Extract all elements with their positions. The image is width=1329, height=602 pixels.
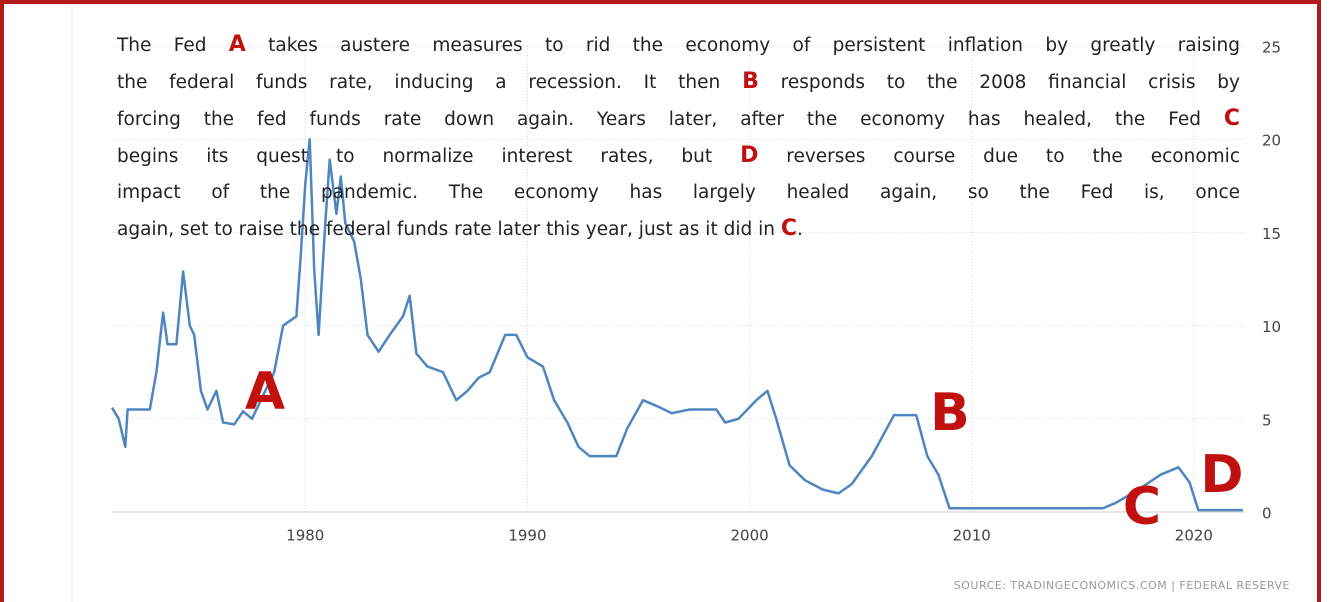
caption-line: impact of the pandemic. The economy has … [117,175,1240,211]
caption-text: the federal funds rate, inducing a reces… [117,72,743,93]
source: SOURCE: TRADINGECONOMICS.COM | FEDERAL R… [954,579,1290,592]
chart-letter: B [930,383,970,443]
caption-line: again, set to raise the federal funds ra… [117,211,1240,248]
caption-text: The Fed [117,35,229,56]
caption-text: takes austere measures to rid the econom… [245,35,1240,56]
chart-letter: A [245,362,285,422]
y-tick-label: 0 [1262,505,1272,523]
caption-text: responds to the 2008 financial crisis by [758,72,1240,93]
caption-text: again, set to raise the federal funds ra… [117,219,781,240]
caption-marker: B [742,69,759,94]
caption-marker: C [780,216,797,241]
y-tick-label: 10 [1262,318,1281,336]
caption-line: The Fed A takes austere measures to rid … [117,27,1240,64]
caption-marker: A [228,32,246,57]
caption-text: forcing the fed funds rate down again. Y… [117,109,1224,130]
x-tick-label: 1990 [508,527,546,545]
line [110,137,1243,512]
x-tick-label: 2020 [1175,527,1213,545]
x-tick-label: 2010 [953,527,991,545]
caption: The Fed A takes austere measures to rid … [117,27,1240,248]
caption-marker: D [740,143,759,168]
y-tick-label: 5 [1262,411,1272,429]
caption-line: forcing the fed funds rate down again. Y… [117,101,1240,138]
caption-marker: C [1223,106,1240,131]
chart-letter: D [1200,445,1243,505]
caption-line: the federal funds rate, inducing a reces… [117,64,1240,101]
x-tick-label: 2000 [730,527,768,545]
y-tick-label: 20 [1262,132,1281,150]
caption-text: begins its quest to normalize interest r… [117,146,741,167]
y-tick-label: 25 [1262,39,1281,57]
caption-text: reverses course due to the economic [758,146,1240,167]
x-tick-label: 1980 [286,527,324,545]
chart-letter: C [1123,477,1161,537]
caption-text: impact of the pandemic. The economy has … [117,182,1240,203]
caption-text: . [797,219,803,240]
caption-line: begins its quest to normalize interest r… [117,138,1240,175]
y-tick-label: 15 [1262,225,1281,243]
